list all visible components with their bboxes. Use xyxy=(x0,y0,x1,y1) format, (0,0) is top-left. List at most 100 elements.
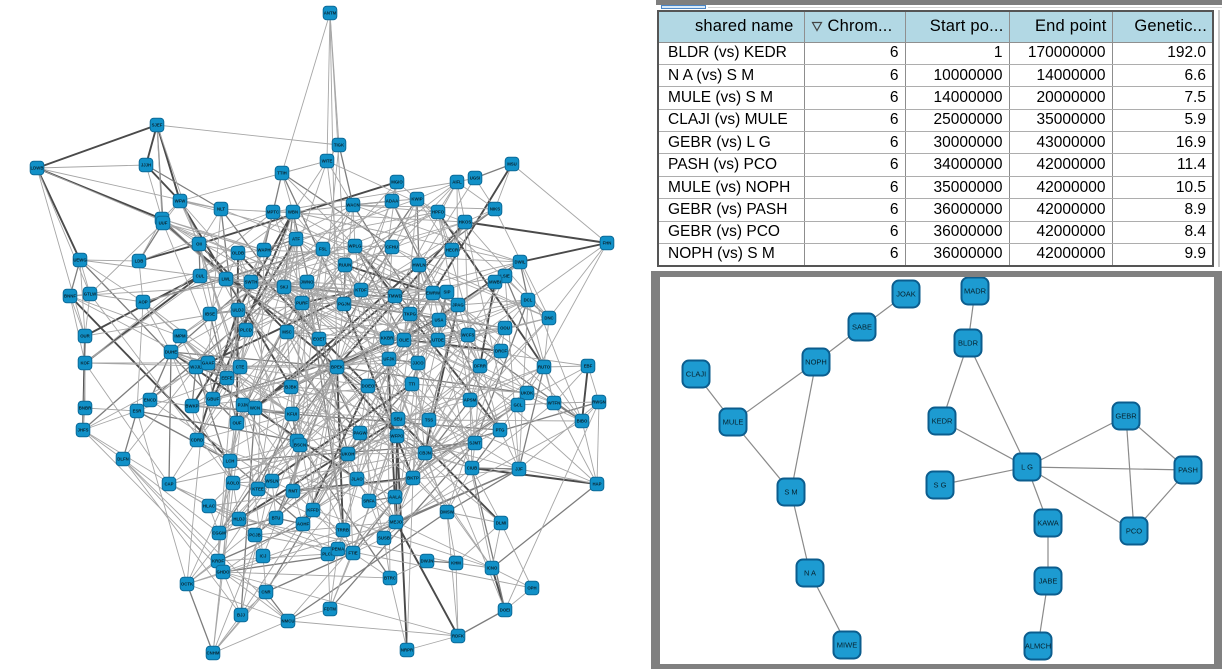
svg-text:PEMA: PEMA xyxy=(332,547,344,552)
svg-text:MWBI: MWBI xyxy=(489,280,501,285)
svg-text:EWRW: EWRW xyxy=(426,291,441,296)
svg-text:GBUF: GBUF xyxy=(207,397,220,402)
svg-text:UKOH: UKOH xyxy=(342,452,355,457)
svg-text:TSS: TSS xyxy=(425,418,433,423)
svg-text:NIKS: NIKS xyxy=(490,207,500,212)
svg-text:CIUB: CIUB xyxy=(467,466,478,471)
svg-text:JLAO: JLAO xyxy=(351,477,363,482)
svg-text:L G: L G xyxy=(1021,463,1033,472)
svg-text:ICNO: ICNO xyxy=(487,566,498,571)
svg-text:GHDO: GHDO xyxy=(217,570,231,575)
svg-text:JJJH: JJJH xyxy=(141,163,151,168)
svg-text:RMT: RMT xyxy=(288,489,298,494)
svg-text:DMSW: DMSW xyxy=(440,510,455,515)
svg-text:MSU: MSU xyxy=(507,162,517,167)
svg-text:LSIE: LSIE xyxy=(500,274,510,279)
svg-text:OLIE: OLIE xyxy=(399,338,409,343)
svg-text:JWNO: JWNO xyxy=(301,280,315,285)
svg-text:WTFN: WTFN xyxy=(548,401,560,406)
svg-text:WAPH: WAPH xyxy=(258,248,271,253)
svg-text:BJBK: BJBK xyxy=(285,385,298,390)
svg-text:KWIP: KWIP xyxy=(411,197,422,202)
svg-text:AALA: AALA xyxy=(389,495,401,500)
svg-text:SJEF: SJEF xyxy=(152,123,163,128)
svg-text:WFW: WFW xyxy=(175,199,187,204)
svg-text:APSM: APSM xyxy=(464,398,477,403)
svg-text:KOF: KOF xyxy=(80,361,89,366)
svg-text:OLDB: OLDB xyxy=(232,251,244,256)
svg-text:RWGN: RWGN xyxy=(592,400,606,405)
svg-text:UUF: UUF xyxy=(159,221,168,226)
svg-text:NLT: NLT xyxy=(217,207,225,212)
svg-text:FHN: FHN xyxy=(603,241,612,246)
svg-text:GEBR: GEBR xyxy=(1115,412,1137,421)
svg-text:KTEE: KTEE xyxy=(252,487,264,492)
svg-text:MEJO: MEJO xyxy=(390,520,403,525)
svg-text:UGSI: UGSI xyxy=(470,176,481,181)
svg-text:KHM: KHM xyxy=(451,561,461,566)
svg-text:UEWG: UEWG xyxy=(73,258,87,263)
svg-text:BSCN: BSCN xyxy=(294,443,306,448)
svg-text:NRPR: NRPR xyxy=(401,648,414,653)
svg-text:KRDF: KRDF xyxy=(212,559,224,564)
svg-text:HAP: HAP xyxy=(592,482,601,487)
svg-text:UKDK: UKDK xyxy=(521,391,534,396)
svg-text:HPFO: HPFO xyxy=(432,210,445,215)
svg-text:AIFL: AIFL xyxy=(452,180,462,185)
svg-text:ADAA: ADAA xyxy=(386,199,398,204)
svg-text:KFFD: KFFD xyxy=(307,508,318,513)
svg-text:ESR: ESR xyxy=(133,409,143,414)
svg-text:ULDJ: ULDJ xyxy=(232,308,244,313)
svg-text:SWTH: SWTH xyxy=(245,280,258,285)
svg-text:WJJL: WJJL xyxy=(190,365,202,370)
svg-text:TTIH: TTIH xyxy=(277,171,287,176)
svg-text:CBJN: CBJN xyxy=(419,451,431,456)
svg-text:SJMT: SJMT xyxy=(469,441,481,446)
svg-text:OUF: OUF xyxy=(232,421,241,426)
svg-text:ATF: ATF xyxy=(292,237,300,242)
svg-text:WCN: WCN xyxy=(250,406,260,411)
svg-text:DUHE: DUHE xyxy=(165,350,177,355)
svg-text:MGIO: MGIO xyxy=(391,180,403,185)
svg-text:PTG: PTG xyxy=(496,428,505,433)
svg-text:MADR: MADR xyxy=(964,287,987,296)
svg-text:CDRD: CDRD xyxy=(191,438,203,443)
svg-text:ENCD: ENCD xyxy=(144,398,156,403)
svg-text:GAAF: GAAF xyxy=(202,361,215,366)
svg-text:AOLO: AOLO xyxy=(227,481,240,486)
svg-text:IBSE: IBSE xyxy=(205,312,215,317)
svg-text:HLAC: HLAC xyxy=(203,504,215,509)
svg-text:HKOS: HKOS xyxy=(459,220,472,225)
svg-text:FTIE: FTIE xyxy=(348,551,357,556)
svg-text:FSL: FSL xyxy=(319,247,327,252)
svg-text:EEFE: EEFE xyxy=(221,376,232,381)
svg-text:DLMI: DLMI xyxy=(496,521,507,526)
svg-text:TKPG: TKPG xyxy=(404,312,417,317)
svg-text:WCFS: WCFS xyxy=(462,333,475,338)
svg-text:CNHM: CNHM xyxy=(207,651,220,656)
svg-text:JOAK: JOAK xyxy=(896,290,916,299)
svg-text:N A: N A xyxy=(804,569,816,578)
svg-text:PAGW: PAGW xyxy=(353,431,367,436)
svg-text:DNC: DNC xyxy=(544,316,553,321)
svg-text:BNBR: BNBR xyxy=(79,406,92,411)
svg-text:SRFA: SRFA xyxy=(363,499,374,504)
svg-text:OII: OII xyxy=(196,242,202,247)
svg-text:JHFS: JHFS xyxy=(78,428,89,433)
svg-text:WACN: WACN xyxy=(346,203,359,208)
svg-text:GTLW: GTLW xyxy=(84,292,97,297)
svg-text:BPEK: BPEK xyxy=(331,365,344,370)
svg-text:PURF: PURF xyxy=(296,301,308,306)
svg-text:LDWB: LDWB xyxy=(31,166,44,171)
svg-text:TMWD: TMWD xyxy=(388,294,401,299)
svg-text:HLDJ: HLDJ xyxy=(233,517,245,522)
svg-text:CGGM: CGGM xyxy=(212,531,226,536)
svg-text:KTDF: KTDF xyxy=(355,288,367,293)
svg-text:MPTC: MPTC xyxy=(267,210,279,215)
svg-text:WFPO: WFPO xyxy=(391,434,405,439)
svg-text:DOEI: DOEI xyxy=(500,608,511,613)
svg-text:CUL: CUL xyxy=(196,274,205,279)
svg-text:TRRB: TRRB xyxy=(337,528,349,533)
svg-text:LCH: LCH xyxy=(226,459,235,464)
svg-text:BWKP: BWKP xyxy=(185,404,198,409)
